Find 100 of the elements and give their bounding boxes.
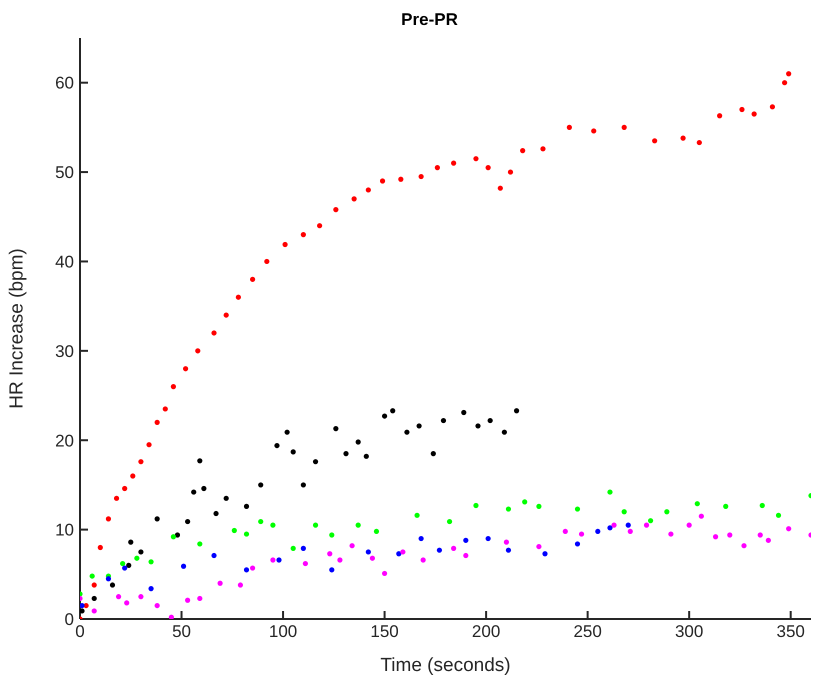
point: [508, 169, 514, 175]
chart-title: Pre-PR: [400, 10, 459, 30]
point: [148, 586, 154, 592]
point: [270, 557, 276, 563]
point: [622, 509, 627, 514]
y-tick-label: 60: [55, 74, 74, 93]
x-tick-label: 350: [776, 622, 805, 642]
point: [90, 573, 95, 579]
point: [382, 413, 388, 419]
point: [578, 531, 584, 537]
point: [126, 562, 132, 568]
point: [106, 516, 112, 522]
point: [416, 423, 422, 429]
point: [723, 504, 728, 509]
point: [211, 330, 217, 336]
point: [522, 499, 528, 505]
y-tick-label: 50: [55, 163, 74, 182]
point: [741, 543, 747, 548]
point: [611, 522, 617, 528]
point: [514, 408, 520, 414]
point: [270, 522, 276, 528]
point: [244, 531, 250, 537]
point: [473, 156, 479, 162]
point: [786, 526, 792, 532]
point: [191, 489, 196, 495]
point: [520, 148, 526, 154]
point: [244, 567, 250, 572]
point: [258, 482, 264, 488]
point: [473, 502, 479, 508]
point: [122, 565, 128, 571]
point: [92, 608, 97, 614]
point: [80, 608, 85, 614]
point: [356, 439, 361, 445]
point: [146, 442, 152, 448]
point: [488, 418, 493, 424]
point: [329, 567, 334, 572]
point: [451, 546, 456, 551]
point: [128, 540, 134, 545]
point: [566, 124, 572, 130]
point: [436, 548, 442, 553]
point: [162, 406, 168, 412]
point: [138, 594, 144, 600]
point: [195, 348, 200, 354]
point: [607, 525, 613, 530]
point: [739, 106, 745, 112]
point: [110, 582, 116, 588]
point: [502, 430, 507, 435]
point: [197, 458, 202, 464]
point: [114, 496, 120, 501]
point: [333, 207, 338, 212]
point: [224, 312, 229, 318]
point: [154, 602, 160, 608]
point: [250, 565, 256, 571]
y-tick-label: 40: [55, 252, 74, 272]
point: [686, 522, 692, 528]
point: [786, 71, 792, 76]
point: [148, 559, 154, 564]
point: [486, 536, 491, 542]
point: [80, 602, 85, 608]
point: [752, 111, 757, 117]
y-tick-label: 0: [64, 610, 74, 630]
point: [595, 528, 600, 534]
x-tick-label: 300: [674, 622, 704, 642]
point: [430, 451, 436, 456]
point: [116, 594, 122, 600]
point: [475, 423, 481, 429]
point: [201, 486, 206, 492]
point: [258, 518, 264, 524]
point: [418, 174, 424, 180]
y-tick-label: 10: [55, 520, 74, 540]
point: [211, 552, 217, 558]
point: [626, 522, 631, 528]
point: [446, 518, 452, 524]
point: [343, 451, 349, 456]
x-tick-label: 250: [573, 622, 602, 642]
point: [134, 556, 140, 561]
point: [536, 544, 542, 550]
point: [712, 534, 718, 540]
point: [380, 178, 386, 184]
point: [122, 486, 128, 492]
point: [440, 418, 446, 424]
y-tick-label: 30: [55, 342, 74, 361]
x-tick-label: 50: [172, 622, 191, 642]
point: [648, 518, 654, 524]
point: [244, 504, 250, 509]
point: [356, 522, 361, 528]
point: [680, 136, 686, 141]
point: [698, 514, 704, 519]
point: [224, 496, 229, 501]
y-axis-title: HR Increase (bpm): [6, 248, 28, 409]
point: [696, 140, 702, 146]
point: [434, 165, 440, 170]
point: [213, 510, 219, 516]
point: [352, 196, 357, 202]
x-axis-title: Time (seconds): [380, 655, 511, 676]
point: [138, 549, 144, 555]
point: [574, 541, 580, 547]
point: [420, 557, 426, 563]
point: [290, 449, 296, 454]
point: [264, 258, 270, 264]
